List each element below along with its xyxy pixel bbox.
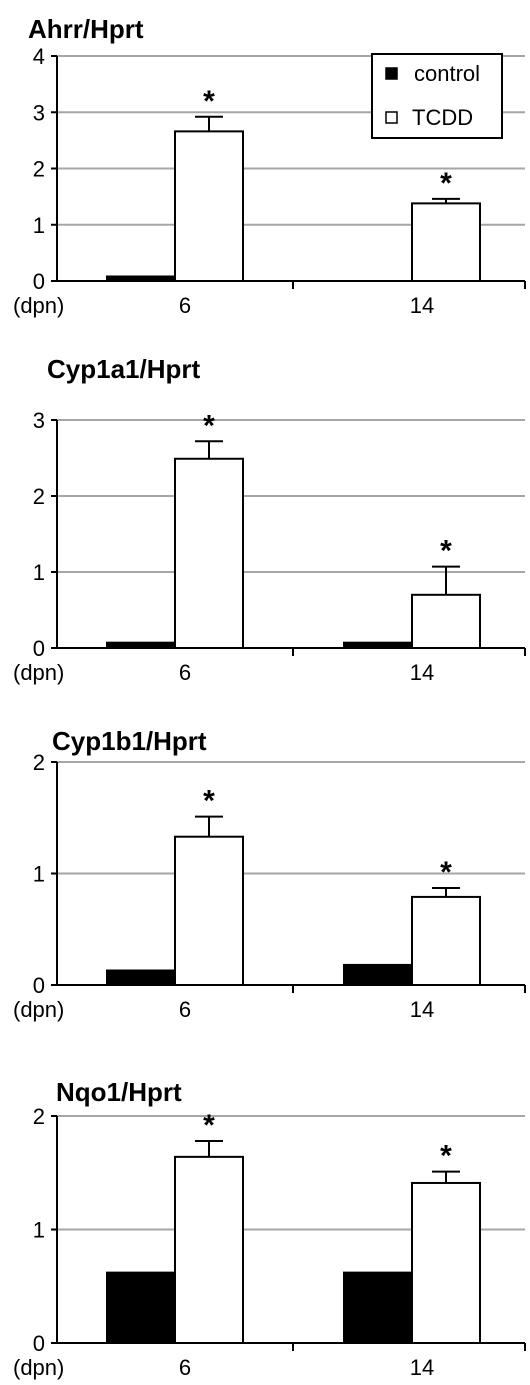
- y-tick-label: 3: [33, 408, 45, 433]
- y-tick-label: 2: [33, 484, 45, 509]
- bar-tcdd-6: [174, 457, 244, 650]
- y-tick-label: 0: [33, 636, 45, 661]
- bar-tcdd-14: [411, 895, 481, 986]
- y-tick-label: 1: [33, 1218, 45, 1243]
- x-axis-label: (dpn): [13, 660, 64, 685]
- bar-control-6: [106, 641, 176, 649]
- x-tick-label: 14: [410, 997, 434, 1022]
- legend-label-tcdd: TCDD: [412, 105, 473, 130]
- bar-tcdd-14: [411, 202, 481, 282]
- x-tick-label: 14: [410, 293, 434, 318]
- bar-tcdd-14: [411, 1181, 481, 1344]
- y-tick-label: 4: [33, 44, 45, 69]
- legend-label-control: control: [414, 61, 480, 86]
- y-tick-label: 2: [33, 750, 45, 775]
- chart-title: Cyp1b1/Hprt: [52, 726, 207, 756]
- bar-control-6: [106, 1271, 176, 1345]
- bar-tcdd-6: [174, 130, 244, 282]
- chart-panel-2: Cyp1a1/Hprt 0 1 2 3 * * (dpn) 6 14: [13, 354, 526, 685]
- y-tick-label: 1: [33, 862, 45, 887]
- significance-star: *: [440, 535, 452, 568]
- y-tick-label: 1: [33, 213, 45, 238]
- bar-control-14: [343, 963, 413, 986]
- x-tick-label: 14: [410, 660, 434, 685]
- y-tick-label: 3: [33, 100, 45, 125]
- y-tick-label: 0: [33, 973, 45, 998]
- x-tick-label: 6: [179, 997, 191, 1022]
- significance-star: *: [440, 167, 452, 200]
- x-axis-label: (dpn): [13, 293, 64, 318]
- chart-title: Cyp1a1/Hprt: [47, 354, 200, 384]
- bar-control-6: [106, 969, 176, 987]
- x-tick-label: 14: [410, 1355, 434, 1380]
- x-tick-label: 6: [179, 660, 191, 685]
- y-tick-label: 0: [33, 1331, 45, 1356]
- chart-panel-3: Cyp1b1/Hprt 0 1 2 * * (dpn) 6 14: [13, 726, 526, 1022]
- significance-star: *: [203, 409, 215, 442]
- significance-star: *: [203, 85, 215, 118]
- chart-title: Ahrr/Hprt: [28, 14, 144, 44]
- y-tick-label: 2: [33, 157, 45, 182]
- chart-panel-1: Ahrr/Hprt 0 1 2 3 4 * * (dpn) 6 14 control TCDD: [13, 14, 526, 318]
- x-tick-label: 6: [179, 1355, 191, 1380]
- legend: control TCDD: [371, 53, 503, 139]
- y-tick-label: 2: [33, 1104, 45, 1129]
- chart-title: Nqo1/Hprt: [56, 1077, 182, 1107]
- x-axis-label: (dpn): [13, 1355, 64, 1380]
- x-axis-label: (dpn): [13, 997, 64, 1022]
- bar-tcdd-6: [174, 1155, 244, 1344]
- significance-star: *: [203, 785, 215, 818]
- bar-control-14: [343, 641, 413, 649]
- chart-panel-4: Nqo1/Hprt 0 1 2 * * (dpn) 6 14: [13, 1077, 526, 1380]
- bar-control-6: [106, 275, 176, 282]
- significance-star: *: [440, 856, 452, 889]
- legend-box: [371, 53, 503, 139]
- bar-control-14: [343, 1271, 413, 1345]
- significance-star: *: [203, 1109, 215, 1142]
- legend-swatch-control: [385, 67, 398, 80]
- y-tick-label: 1: [33, 560, 45, 585]
- bar-tcdd-6: [174, 835, 244, 987]
- x-tick-label: 6: [179, 293, 191, 318]
- legend-swatch-tcdd: [385, 111, 398, 124]
- y-tick-label: 0: [33, 269, 45, 294]
- bar-tcdd-14: [411, 593, 481, 649]
- significance-star: *: [440, 1140, 452, 1173]
